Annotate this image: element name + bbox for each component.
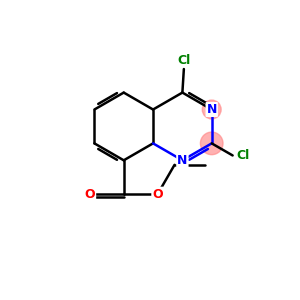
Circle shape xyxy=(202,100,221,119)
Text: N: N xyxy=(177,154,188,167)
Text: Cl: Cl xyxy=(236,149,249,162)
Text: Cl: Cl xyxy=(177,54,190,67)
Text: N: N xyxy=(206,103,217,116)
Circle shape xyxy=(200,132,223,155)
Text: O: O xyxy=(85,188,95,201)
Text: O: O xyxy=(152,188,163,201)
